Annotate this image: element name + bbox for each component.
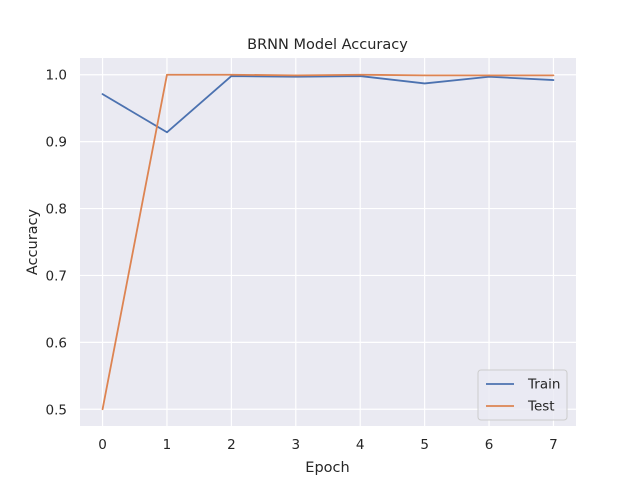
- legend: Train Test: [477, 369, 568, 421]
- x-tick-labels: 0 1 2 3 4 5 6 7: [98, 437, 558, 453]
- series-layer: [101, 73, 555, 411]
- x-tick-label: 2: [227, 437, 236, 453]
- x-tick-label: 7: [549, 437, 558, 453]
- x-tick-label: 6: [485, 437, 494, 453]
- y-tick-label: 0.8: [46, 202, 67, 218]
- y-tick-label: 0.5: [46, 402, 67, 418]
- legend-box: [477, 369, 568, 421]
- y-tick-label: 0.6: [46, 335, 67, 351]
- series-line-train: [101, 75, 555, 134]
- y-tick-labels: 0.5 0.6 0.7 0.8 0.9 1.0: [46, 68, 67, 419]
- x-gridlines: [101, 58, 555, 426]
- x-tick-label: 4: [356, 437, 365, 453]
- legend-label-test: Test: [527, 399, 555, 415]
- y-tick-label: 0.7: [46, 268, 67, 284]
- x-tick-label: 3: [291, 437, 300, 453]
- x-tick-label: 0: [98, 437, 107, 453]
- plot-area: [80, 58, 576, 426]
- legend-label-train: Train: [527, 377, 560, 393]
- x-tick-label: 5: [420, 437, 429, 453]
- y-axis-label: Accuracy: [25, 208, 41, 275]
- x-axis-label: Epoch: [305, 460, 349, 476]
- x-tick-label: 1: [163, 437, 172, 453]
- y-tick-label: 1.0: [46, 68, 67, 84]
- y-tick-label: 0.9: [46, 135, 67, 151]
- chart-title: BRNN Model Accuracy: [247, 37, 408, 53]
- series-line-test: [101, 73, 555, 411]
